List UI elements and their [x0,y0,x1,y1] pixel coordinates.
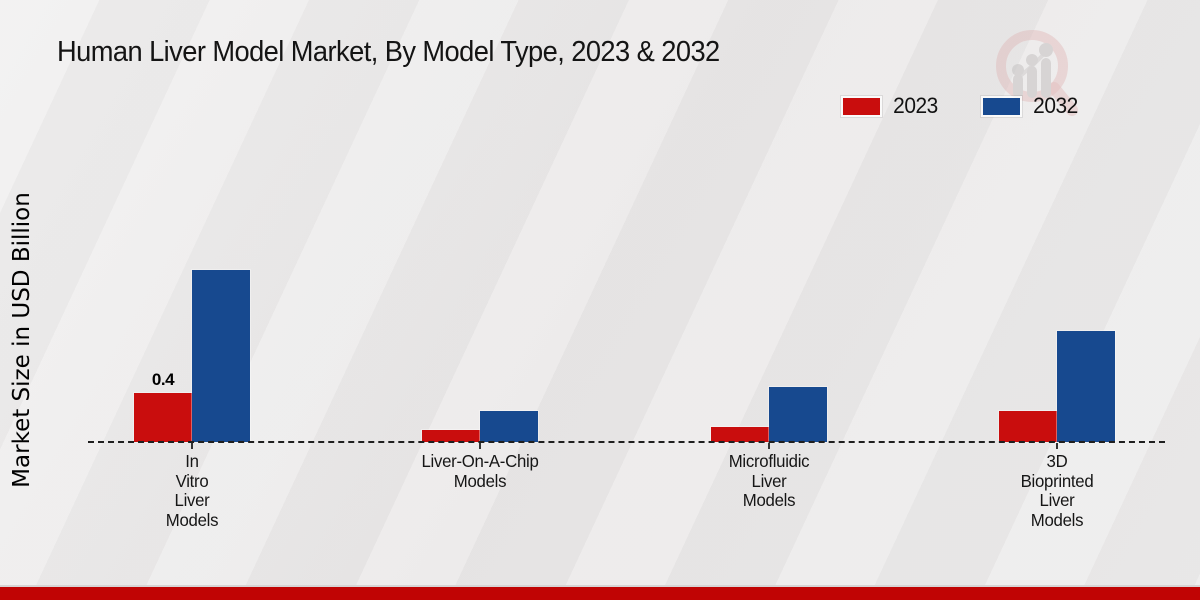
x-axis-tick [191,443,193,449]
legend-swatch-2032 [982,97,1020,115]
bar-2032-category-1 [480,411,538,442]
legend: 2023 2032 [843,93,1079,119]
y-axis-label: Market Size in USD Billion [9,192,35,488]
bar-2032-category-2 [769,387,827,442]
x-axis-tick [1056,443,1058,449]
bar-2032-category-0 [192,270,250,442]
x-axis-baseline [88,441,1165,443]
legend-item-2023[interactable]: 2023 [843,93,939,119]
bar-2032-category-3 [1057,331,1115,442]
bottom-divider-line [0,585,1200,587]
bar-2023-category-2 [711,427,769,442]
category-label-0: In Vitro Liver Models [165,451,219,530]
category-label-2: Microfluidic Liver Models [728,451,810,510]
x-axis-tick [768,443,770,449]
legend-label-2032: 2032 [1033,93,1078,118]
category-label-3: 3D Bioprinted Liver Models [1020,451,1094,530]
legend-item-2032[interactable]: 2032 [982,93,1079,119]
legend-swatch-2023 [843,97,880,115]
legend-label-2023: 2023 [893,93,938,118]
bar-2023-category-3 [999,411,1057,442]
chart-title: Human Liver Model Market, By Model Type,… [57,36,720,68]
bottom-accent-bar [0,587,1200,600]
bar-2023-category-0 [134,393,192,442]
x-axis-tick [479,443,481,449]
bar-2023-category-1 [422,430,480,442]
category-label-1: Liver-On-A-Chip Models [421,451,539,491]
market-research-magnifier-logo-icon [996,30,1078,116]
bar-value-label: 0.4 [151,369,175,389]
